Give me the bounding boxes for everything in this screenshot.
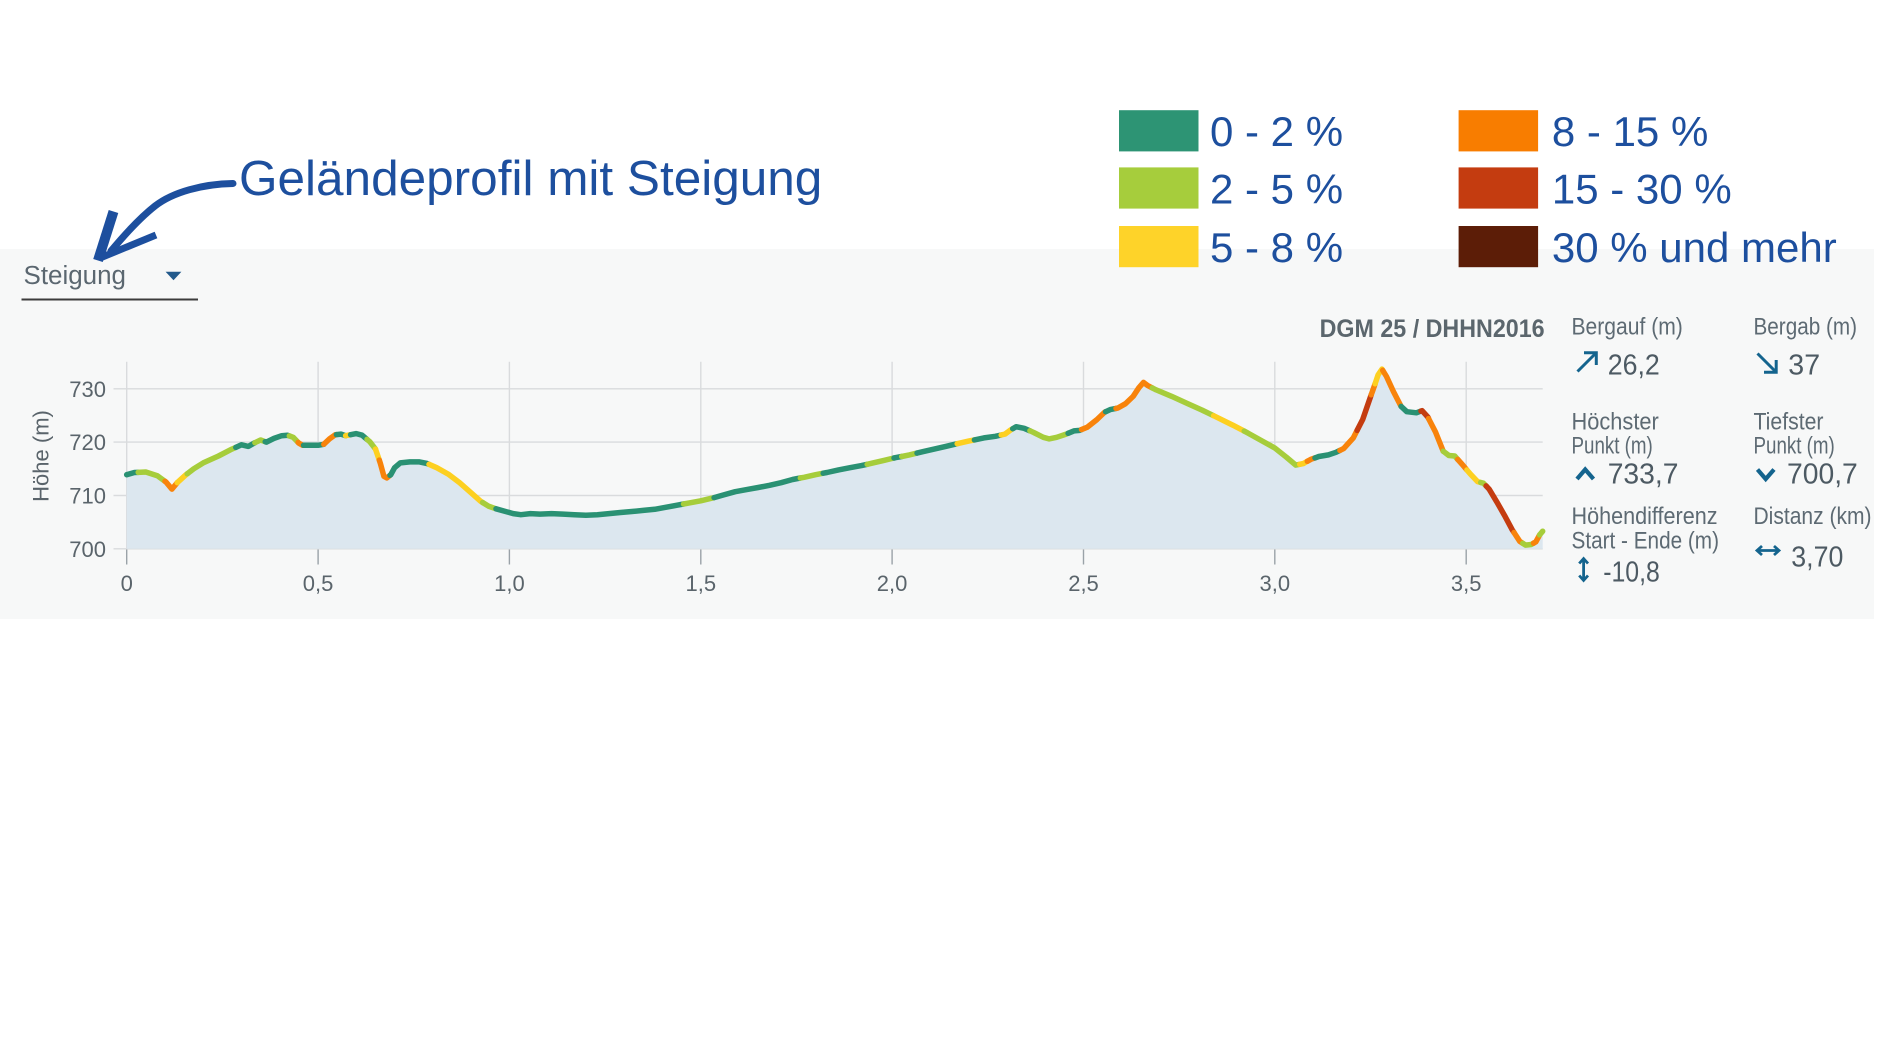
svg-text:720: 720 [69,430,106,455]
svg-text:0: 0 [121,571,133,596]
svg-text:Höhendifferenz: Höhendifferenz [1572,503,1718,530]
svg-text:5 - 8 %: 5 - 8 % [1210,224,1343,271]
svg-text:3,5: 3,5 [1451,571,1482,596]
svg-text:2,5: 2,5 [1068,571,1099,596]
svg-text:26,2: 26,2 [1608,350,1660,382]
svg-text:Höchster: Höchster [1572,408,1659,435]
svg-text:0 - 2 %: 0 - 2 % [1210,108,1343,155]
svg-text:Distanz (km): Distanz (km) [1754,503,1872,530]
svg-text:Höhe (m): Höhe (m) [29,410,54,502]
svg-text:30 % und mehr: 30 % und mehr [1552,224,1837,271]
svg-text:Punkt (m): Punkt (m) [1754,433,1835,460]
svg-text:Start - Ende (m): Start - Ende (m) [1572,527,1720,554]
svg-text:8 - 15 %: 8 - 15 % [1552,108,1708,155]
svg-text:DGM 25 / DHHN2016: DGM 25 / DHHN2016 [1320,315,1545,343]
svg-text:1,5: 1,5 [686,571,717,596]
svg-text:Tiefster: Tiefster [1754,408,1824,435]
svg-text:1,0: 1,0 [494,571,525,596]
svg-text:700,7: 700,7 [1787,459,1858,491]
svg-text:3,0: 3,0 [1260,571,1291,596]
svg-text:Punkt (m): Punkt (m) [1572,433,1653,460]
svg-text:Geländeprofil mit Steigung: Geländeprofil mit Steigung [239,151,822,206]
svg-text:2,0: 2,0 [877,571,908,596]
svg-text:710: 710 [69,484,106,509]
svg-text:2 - 5 %: 2 - 5 % [1210,165,1343,212]
svg-text:-10,8: -10,8 [1603,556,1660,588]
svg-text:0,5: 0,5 [303,571,334,596]
svg-text:37: 37 [1788,350,1820,382]
svg-text:700: 700 [69,537,106,562]
svg-text:Bergab (m): Bergab (m) [1754,314,1858,341]
svg-text:733,7: 733,7 [1608,459,1679,491]
svg-text:Bergauf (m): Bergauf (m) [1572,314,1683,341]
svg-text:15 - 30 %: 15 - 30 % [1552,165,1732,212]
svg-text:Steigung: Steigung [24,262,127,290]
svg-text:730: 730 [69,377,106,402]
svg-text:3,70: 3,70 [1791,541,1843,573]
